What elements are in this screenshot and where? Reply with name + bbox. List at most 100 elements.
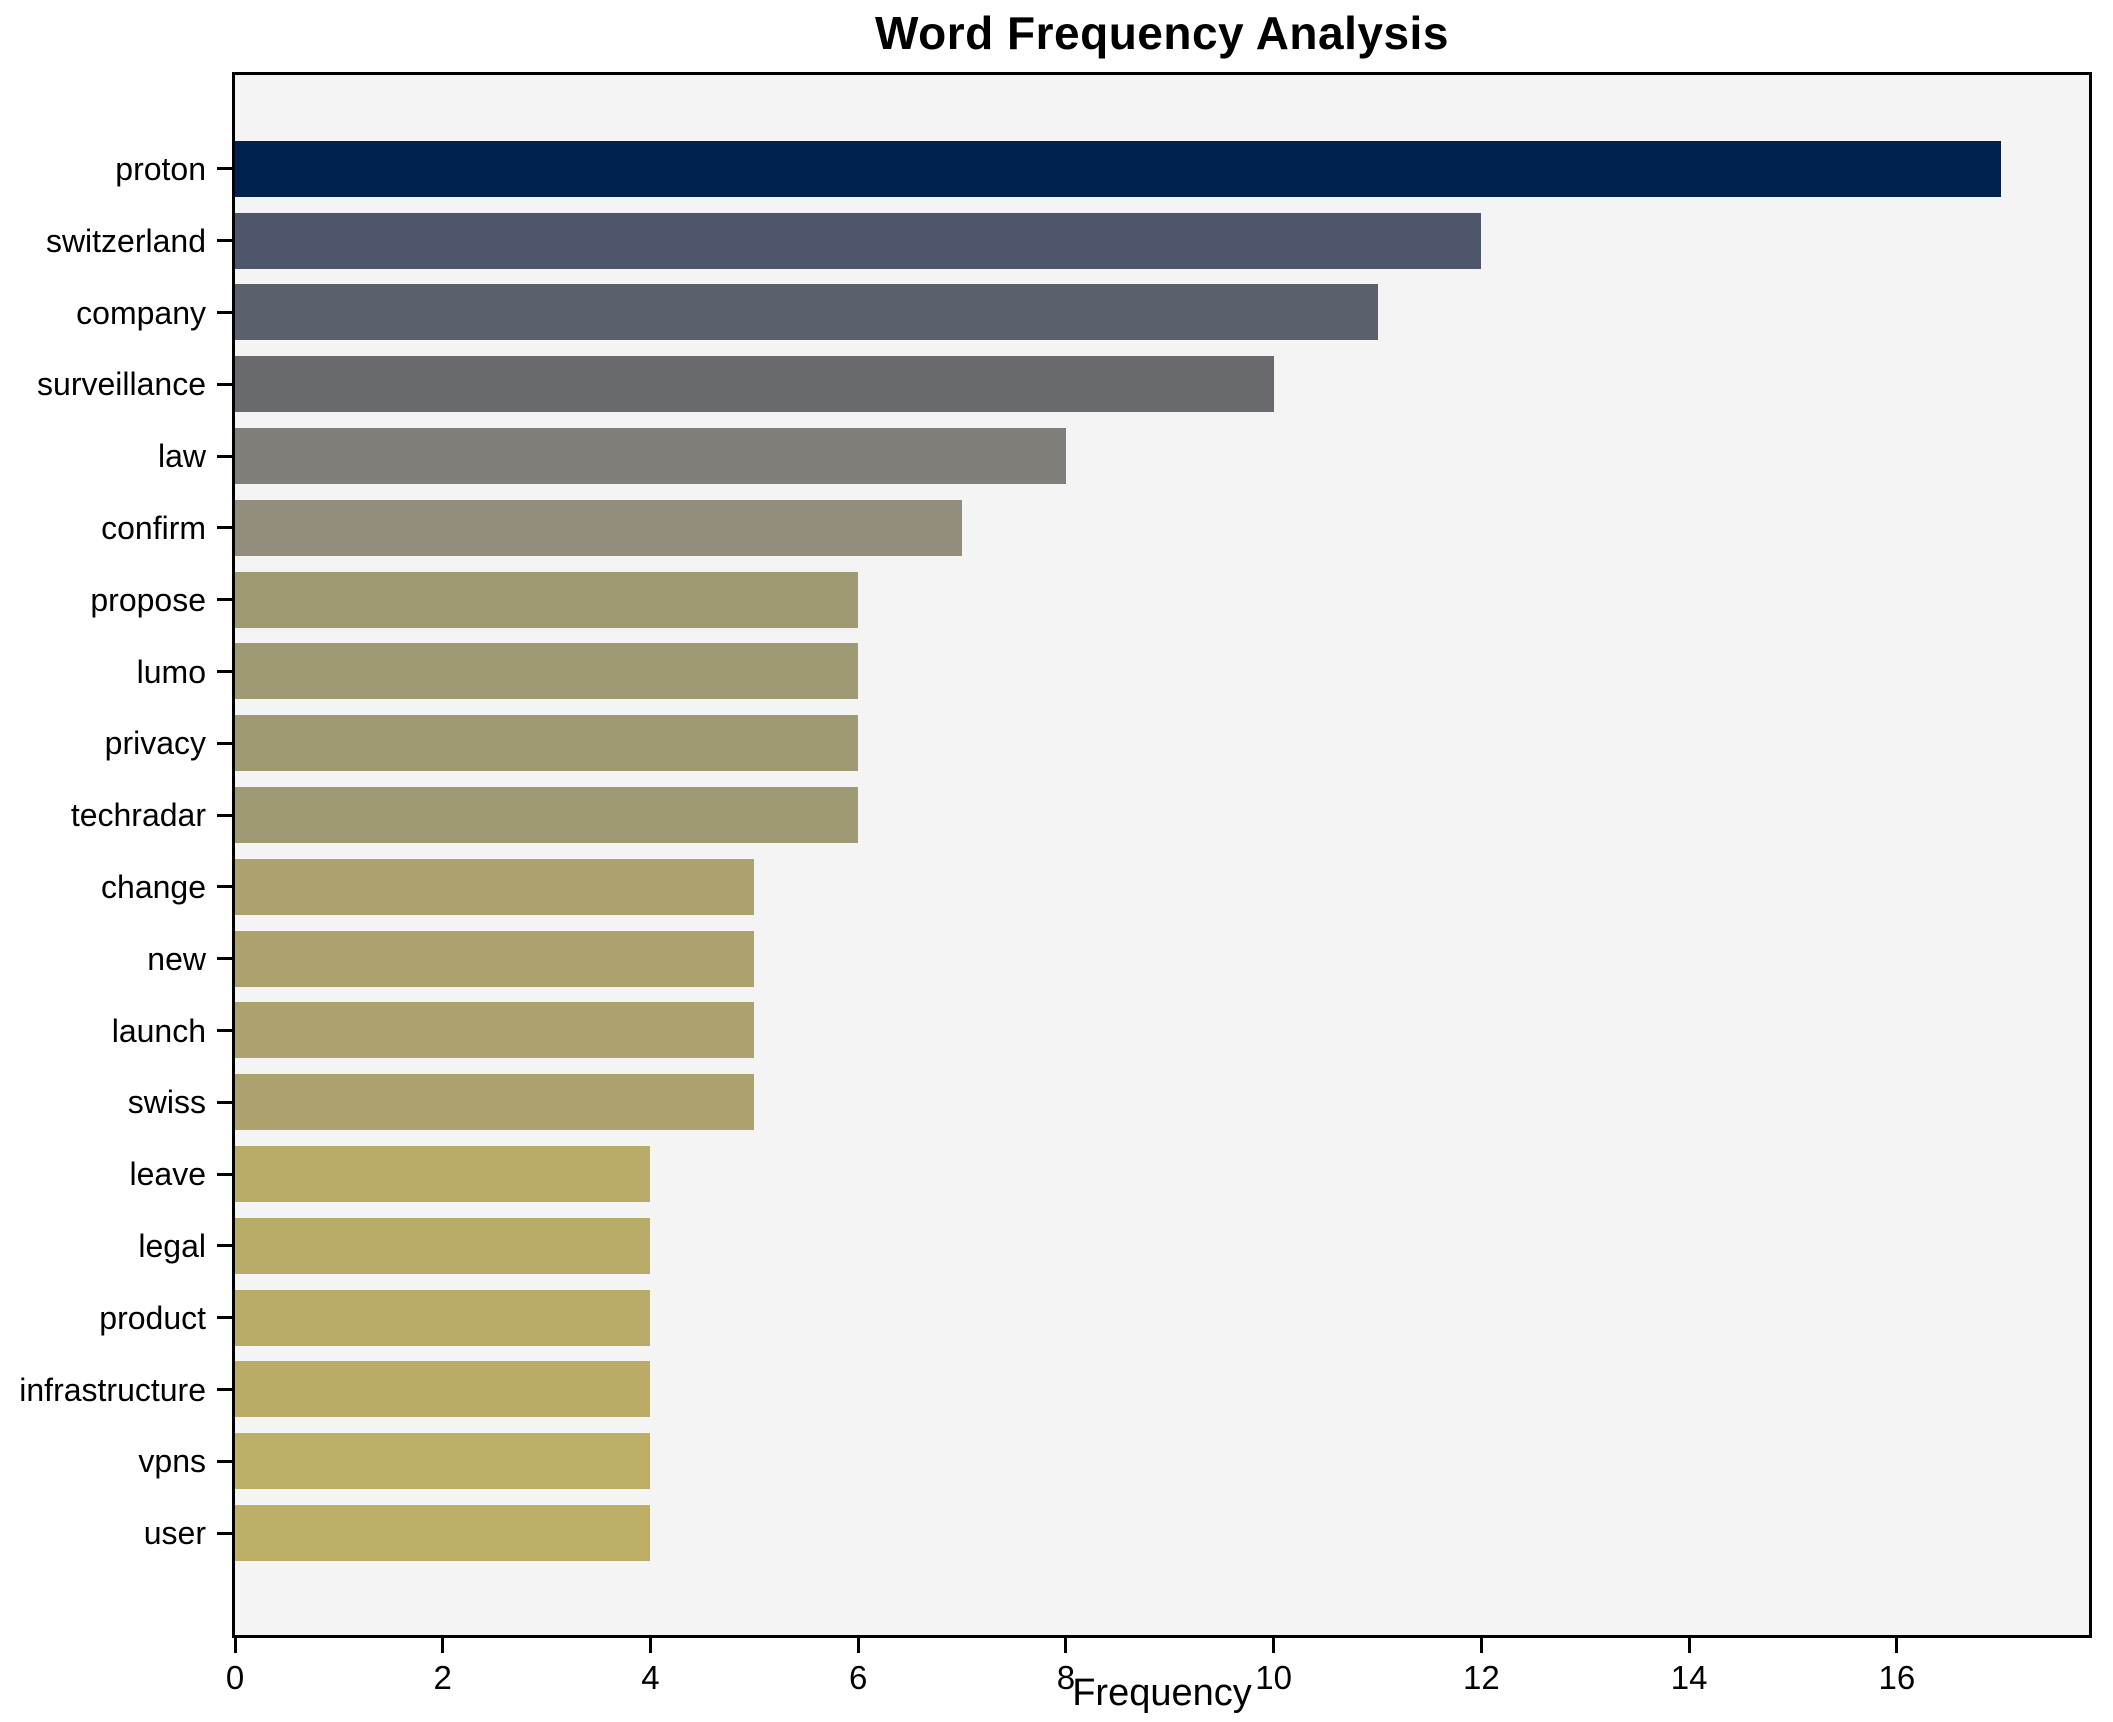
bar-row [235, 995, 2089, 1067]
y-tick-mark [217, 1316, 232, 1320]
y-tick-label-lumo: lumo [136, 653, 206, 690]
bar-row [235, 205, 2089, 277]
y-tick-label-company: company [76, 294, 206, 331]
x-tick-mark [233, 1638, 237, 1653]
bar-propose [235, 571, 859, 628]
y-tick-label-propose: propose [90, 581, 206, 618]
bar-user [235, 1505, 651, 1562]
bar-change [235, 858, 755, 915]
y-tick-label-privacy: privacy [104, 725, 206, 762]
y-tick-label-infrastructure: infrastructure [19, 1371, 206, 1408]
y-tick-mark [217, 813, 232, 817]
bar-row [235, 133, 2089, 205]
y-tick-mark [217, 1100, 232, 1104]
y-tick-label-confirm: confirm [101, 509, 206, 546]
y-tick-label-change: change [101, 868, 206, 905]
bar-leave [235, 1146, 651, 1203]
y-tick-mark [217, 526, 232, 530]
y-tick-label-swiss: swiss [127, 1084, 206, 1121]
bar-launch [235, 1002, 755, 1059]
y-tick-mark [217, 1244, 232, 1248]
x-tick-mark [1687, 1638, 1691, 1653]
x-axis-label: Frequency [1072, 1672, 1252, 1714]
y-tick-label-product: product [99, 1299, 206, 1336]
bar-row [235, 923, 2089, 995]
y-tick-label-vpns: vpns [138, 1443, 206, 1480]
x-tick-mark [1479, 1638, 1483, 1653]
y-tick-mark [217, 1531, 232, 1535]
bar-row [235, 1497, 2089, 1569]
y-tick-label-switzerland: switzerland [45, 222, 206, 259]
bar-surveillance [235, 356, 1274, 413]
y-tick-mark [217, 454, 232, 458]
bars-container [235, 75, 2089, 1635]
bar-confirm [235, 499, 963, 556]
y-tick-mark [217, 741, 232, 745]
bar-row [235, 1282, 2089, 1354]
x-tick-mark [648, 1638, 652, 1653]
x-tick-label-6: 6 [849, 1659, 868, 1696]
bar-row [235, 851, 2089, 923]
x-tick-label-16: 16 [1878, 1659, 1916, 1696]
x-tick-label-0: 0 [225, 1659, 245, 1696]
bar-row [235, 779, 2089, 851]
x-tick-mark [441, 1638, 445, 1653]
y-tick-mark [217, 167, 232, 171]
bar-row [235, 1354, 2089, 1426]
bar-row [235, 348, 2089, 420]
y-tick-label-new: new [147, 940, 206, 977]
bar-vpns [235, 1433, 651, 1490]
y-tick-mark [217, 1029, 232, 1032]
bar-legal [235, 1217, 651, 1274]
y-tick-label-user: user [143, 1515, 206, 1552]
y-tick-mark [217, 1388, 232, 1391]
bar-new [235, 930, 755, 987]
x-tick-mark [1895, 1638, 1899, 1653]
y-tick-label-proton: proton [115, 150, 206, 187]
y-tick-mark [217, 1172, 232, 1176]
x-tick-mark [1064, 1638, 1068, 1653]
bar-swiss [235, 1074, 755, 1131]
y-tick-label-leave: leave [129, 1156, 207, 1193]
y-tick-label-legal: legal [138, 1227, 206, 1264]
bar-proton [235, 140, 2001, 197]
y-tick-label-launch: launch [111, 1012, 206, 1049]
bar-company [235, 284, 1378, 341]
bar-row [235, 707, 2089, 779]
y-tick-label-law: law [157, 438, 206, 475]
bar-row [235, 1066, 2089, 1138]
bar-privacy [235, 715, 859, 772]
y-tick-mark [217, 239, 232, 243]
y-tick-mark [217, 957, 232, 961]
y-tick-label-surveillance: surveillance [37, 366, 206, 403]
bar-row [235, 636, 2089, 708]
y-tick-mark [217, 670, 232, 673]
x-tick-label-14: 14 [1670, 1659, 1708, 1696]
plot-area [232, 72, 2092, 1638]
bar-product [235, 1289, 651, 1346]
y-tick-mark [217, 885, 232, 889]
bar-law [235, 428, 1066, 485]
bar-row [235, 277, 2089, 349]
x-tick-label-10: 10 [1255, 1659, 1292, 1696]
y-tick-label-techradar: techradar [70, 797, 206, 834]
bar-row [235, 1138, 2089, 1210]
chart-title: Word Frequency Analysis [875, 7, 1449, 59]
y-tick-mark [217, 598, 232, 602]
bar-techradar [235, 787, 859, 844]
bar-row [235, 564, 2089, 636]
bar-row [235, 1210, 2089, 1282]
bar-infrastructure [235, 1361, 651, 1418]
y-tick-mark [217, 1459, 232, 1463]
x-tick-label-12: 12 [1463, 1659, 1500, 1696]
x-tick-mark [856, 1638, 860, 1653]
bar-lumo [235, 643, 859, 700]
y-tick-mark [217, 311, 232, 314]
bar-switzerland [235, 212, 1482, 269]
x-tick-label-4: 4 [641, 1659, 660, 1696]
x-tick-label-2: 2 [433, 1659, 452, 1696]
bar-row [235, 492, 2089, 564]
x-tick-mark [1272, 1638, 1276, 1653]
x-tick-label-8: 8 [1056, 1659, 1076, 1696]
